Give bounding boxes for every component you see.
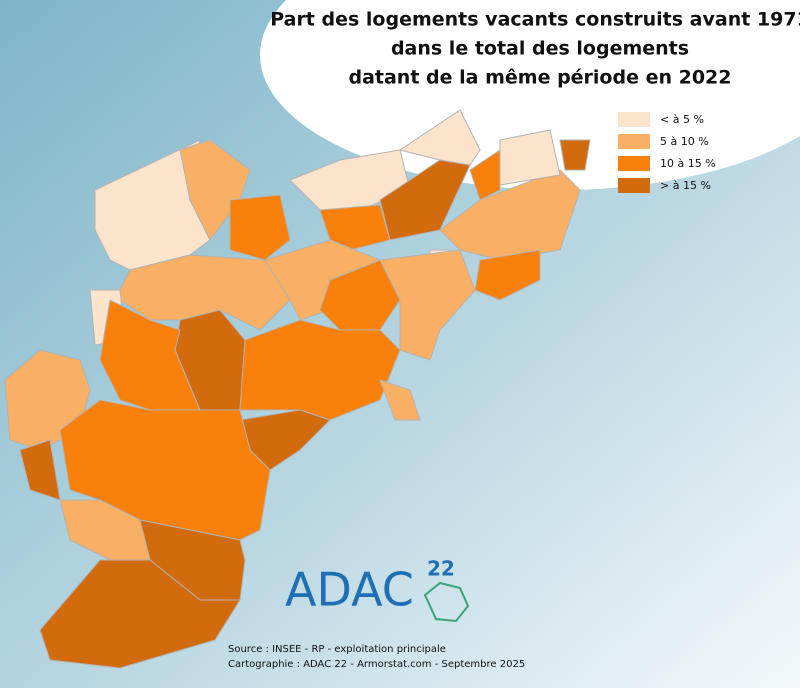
title: Part des logements vacants construits av… [270, 9, 800, 89]
region [379, 379, 421, 421]
logo-shape [423, 581, 470, 623]
region [59, 399, 271, 541]
region [229, 194, 291, 261]
title-line: dans le total des logements [391, 38, 689, 60]
region [319, 204, 391, 251]
title-line: Part des logements vacants construits av… [270, 9, 800, 31]
source: Source : INSEE - RP - exploitation princ… [228, 644, 525, 670]
legend-label: 10 à 15 % [660, 157, 716, 170]
legend: < à 5 % 5 à 10 % 10 à 15 % > à 15 % [618, 112, 716, 193]
region [469, 149, 501, 201]
logo-text: ADAC [285, 563, 414, 617]
legend-swatch [618, 156, 650, 171]
legend-swatch [618, 178, 650, 193]
region [39, 559, 241, 669]
legend-swatch [618, 112, 650, 127]
region [379, 249, 476, 361]
source-line: Source : INSEE - RP - exploitation princ… [228, 644, 446, 655]
region [559, 139, 591, 171]
regions [4, 109, 591, 669]
title-backdrop [260, 0, 800, 190]
source-line: Cartographie : ADAC 22 - Armorstat.com -… [228, 659, 525, 670]
legend-label: 5 à 10 % [660, 135, 709, 148]
legend-label: > à 15 % [660, 179, 711, 192]
title-line: datant de la même période en 2022 [348, 67, 731, 89]
region [499, 129, 561, 186]
region [474, 249, 541, 301]
legend-label: < à 5 % [660, 113, 704, 126]
legend-swatch [618, 134, 650, 149]
region [239, 319, 401, 421]
region [399, 109, 481, 166]
logo-number: 22 [427, 557, 455, 581]
